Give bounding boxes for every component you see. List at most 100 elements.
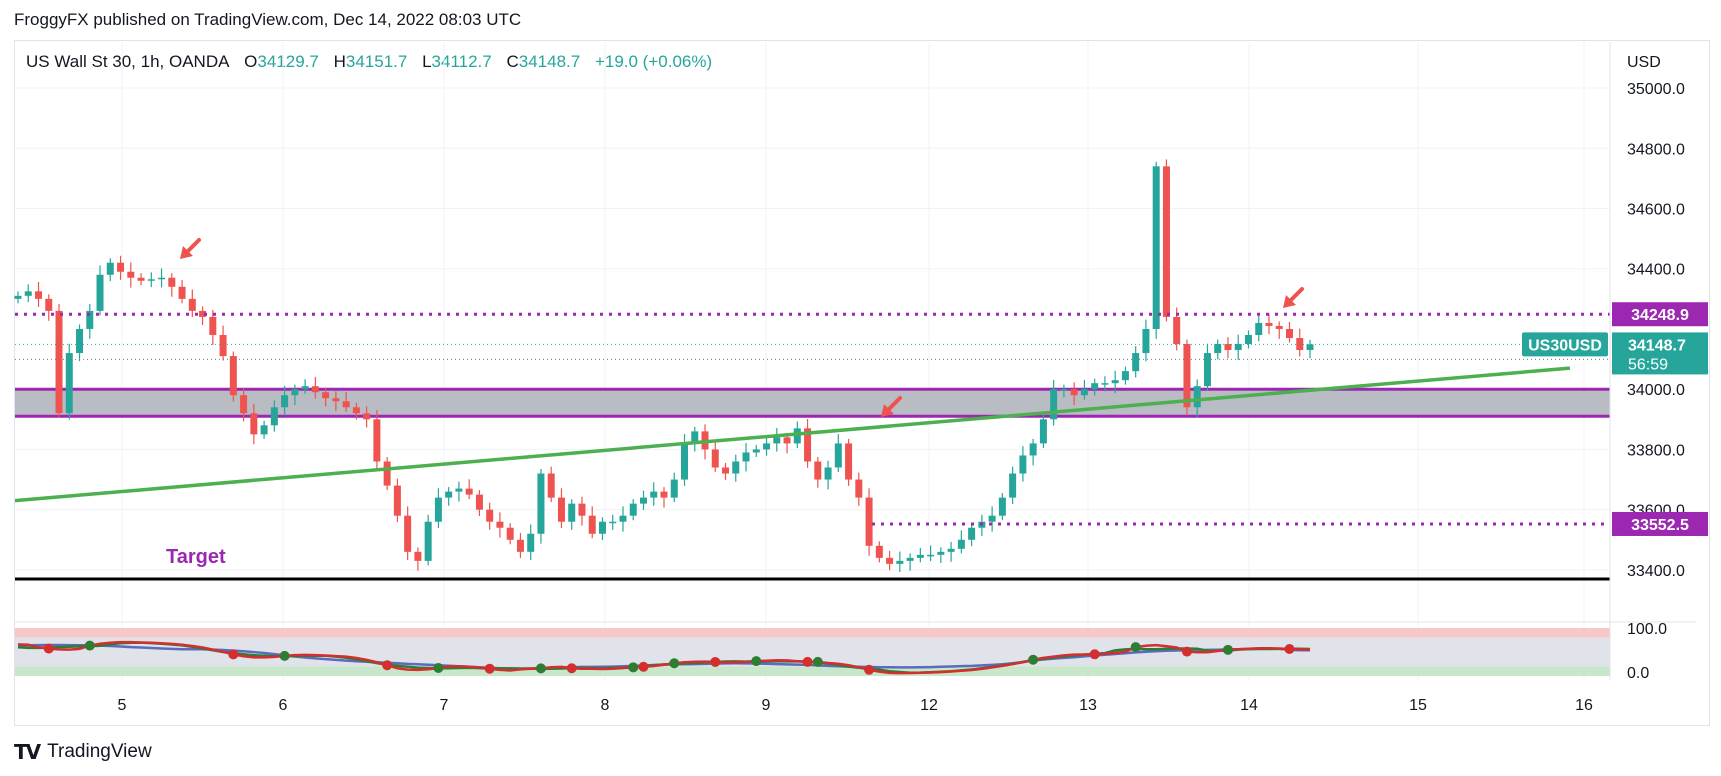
candle (281, 385, 289, 416)
osc-cross-dot (812, 656, 823, 667)
candle (1255, 316, 1263, 342)
chart-frame[interactable] (14, 40, 1710, 726)
candle (722, 462, 730, 480)
candle-body (393, 485, 401, 516)
candle (363, 406, 371, 428)
candle (373, 409, 381, 472)
candle (927, 545, 935, 562)
candle (1162, 159, 1170, 322)
candle-body (824, 467, 832, 480)
candle (240, 388, 248, 422)
candle (127, 262, 135, 288)
osc-cross-dot (433, 662, 444, 673)
candle-body (240, 395, 248, 414)
x-tick-label: 16 (1575, 697, 1593, 714)
candle-body (1039, 419, 1047, 444)
candle-body (1060, 389, 1068, 391)
oscillator-panel: 100.0 0.0 (15, 621, 1696, 682)
candle-body (1091, 383, 1099, 390)
osc-cross-dot (1181, 646, 1192, 657)
candle (937, 547, 945, 563)
chart-axes: 5 6 7 8 9 12 13 14 15 16 USD 35000.0 34800.0 34600.0 3… (118, 42, 1708, 714)
osc-cross-dot (1284, 643, 1295, 654)
osc-tick-label: 100.0 (1627, 621, 1667, 638)
candle-body (383, 461, 391, 486)
candle (445, 487, 453, 506)
candle (1009, 466, 1017, 504)
candle (229, 351, 237, 402)
candle-body (14, 295, 22, 299)
candle (106, 258, 114, 282)
candle (137, 273, 145, 286)
candle (1183, 339, 1191, 416)
candle (968, 523, 976, 547)
candle (1142, 319, 1150, 362)
tradingview-logo[interactable]: TV TradingView (14, 740, 152, 764)
candle-body (783, 437, 791, 444)
candle (763, 436, 771, 456)
candle (1019, 446, 1027, 482)
candle (383, 456, 391, 491)
candle-body (199, 310, 207, 317)
candle-body (86, 310, 94, 329)
current-price-text: 34148.7 (1628, 337, 1686, 354)
candle-body (1203, 353, 1211, 387)
candle-body (1224, 344, 1232, 351)
osc-cross-dot (382, 660, 393, 671)
candle (147, 272, 155, 288)
candle-body (988, 515, 996, 522)
candle-body (229, 356, 237, 396)
candle (516, 532, 524, 559)
candle-body (886, 557, 894, 564)
symbol-tag-bg (1522, 332, 1608, 357)
candle-body (434, 497, 442, 522)
symbol-name: US Wall St 30, 1h, OANDA (26, 52, 230, 71)
candle (773, 428, 781, 452)
candle-body (937, 551, 945, 555)
candle (1132, 346, 1140, 378)
candle-body (722, 467, 730, 474)
candle-body (875, 545, 883, 558)
low-label: L (422, 52, 432, 71)
candle (414, 547, 422, 571)
candle-body (855, 479, 863, 498)
candle-body (404, 515, 412, 552)
candle (1039, 412, 1047, 448)
candle-body (24, 291, 32, 296)
osc-cross-dot (1222, 644, 1233, 655)
candle-body (475, 494, 483, 510)
candle-body (845, 443, 853, 480)
candle-body (1111, 380, 1119, 384)
candle-body (219, 334, 227, 357)
candle-body (834, 443, 842, 468)
symbol-legend: US Wall St 30, 1h, OANDA O34129.7 H34151… (26, 52, 712, 72)
candle (711, 440, 719, 473)
osc-tick-label: 0.0 (1627, 665, 1649, 682)
candlestick-series (14, 159, 1314, 573)
candle (311, 376, 319, 399)
candle (342, 391, 350, 412)
candle-body (311, 386, 319, 393)
candle (496, 512, 504, 538)
candle-body (804, 428, 812, 462)
candle-body (588, 515, 596, 534)
candle (455, 481, 463, 502)
candle (1224, 337, 1232, 359)
candle-body (55, 310, 63, 414)
high-value: 34151.7 (345, 52, 408, 71)
candle-body (1050, 389, 1058, 420)
candle-body (732, 461, 740, 474)
candle (1080, 379, 1088, 400)
candle-body (557, 497, 565, 522)
candle-body (752, 449, 760, 453)
candle (404, 506, 412, 560)
candle (629, 499, 637, 521)
y-tick-label: 33400.0 (1627, 563, 1685, 580)
candle (199, 306, 207, 326)
candle (855, 472, 863, 506)
osc-upper-band (15, 628, 1610, 638)
candle (1203, 343, 1211, 391)
candle (178, 279, 186, 304)
candle-body (865, 497, 873, 546)
